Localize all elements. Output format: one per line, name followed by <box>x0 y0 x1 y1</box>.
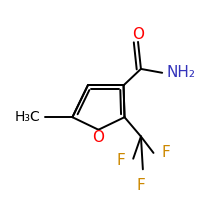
Text: O: O <box>92 130 104 145</box>
Text: NH₂: NH₂ <box>166 65 195 80</box>
Text: O: O <box>132 27 144 42</box>
Text: F: F <box>137 178 145 193</box>
Text: F: F <box>117 153 125 168</box>
Text: F: F <box>161 145 170 160</box>
Text: H₃C: H₃C <box>15 110 41 124</box>
